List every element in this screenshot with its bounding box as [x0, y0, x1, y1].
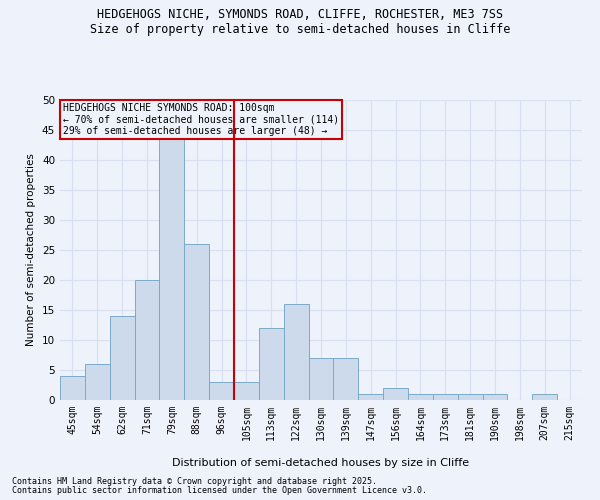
Bar: [532, 394, 557, 400]
Text: HEDGEHOGS NICHE, SYMONDS ROAD, CLIFFE, ROCHESTER, ME3 7SS: HEDGEHOGS NICHE, SYMONDS ROAD, CLIFFE, R…: [97, 8, 503, 20]
Bar: [334, 358, 358, 400]
Text: Contains HM Land Registry data © Crown copyright and database right 2025.: Contains HM Land Registry data © Crown c…: [12, 478, 377, 486]
Bar: [160, 136, 184, 400]
Text: Contains public sector information licensed under the Open Government Licence v3: Contains public sector information licen…: [12, 486, 427, 495]
Bar: [209, 382, 234, 400]
Bar: [408, 394, 433, 400]
Y-axis label: Number of semi-detached properties: Number of semi-detached properties: [26, 154, 37, 346]
Text: Distribution of semi-detached houses by size in Cliffe: Distribution of semi-detached houses by …: [172, 458, 470, 468]
Bar: [458, 394, 482, 400]
Text: Size of property relative to semi-detached houses in Cliffe: Size of property relative to semi-detach…: [90, 22, 510, 36]
Bar: [308, 358, 334, 400]
Text: HEDGEHOGS NICHE SYMONDS ROAD: 100sqm
← 70% of semi-detached houses are smaller (: HEDGEHOGS NICHE SYMONDS ROAD: 100sqm ← 7…: [62, 103, 339, 136]
Bar: [482, 394, 508, 400]
Bar: [184, 244, 209, 400]
Bar: [85, 364, 110, 400]
Bar: [234, 382, 259, 400]
Bar: [433, 394, 458, 400]
Bar: [358, 394, 383, 400]
Bar: [383, 388, 408, 400]
Bar: [110, 316, 134, 400]
Bar: [60, 376, 85, 400]
Bar: [134, 280, 160, 400]
Bar: [284, 304, 308, 400]
Bar: [259, 328, 284, 400]
